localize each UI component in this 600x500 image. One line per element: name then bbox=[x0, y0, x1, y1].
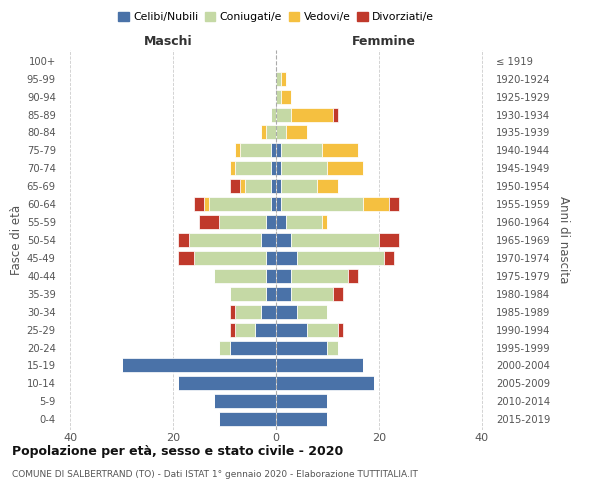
Bar bbox=[276, 287, 292, 301]
Bar bbox=[194, 197, 204, 211]
Bar bbox=[260, 304, 276, 318]
Text: Femmine: Femmine bbox=[352, 35, 416, 48]
Bar bbox=[235, 144, 240, 158]
Bar bbox=[276, 126, 286, 140]
Bar bbox=[322, 144, 358, 158]
Bar bbox=[188, 233, 260, 247]
Bar bbox=[271, 108, 276, 122]
Bar bbox=[276, 179, 281, 193]
Bar bbox=[286, 126, 307, 140]
Bar bbox=[276, 269, 292, 283]
Bar bbox=[235, 162, 271, 175]
Bar bbox=[328, 340, 338, 354]
Bar bbox=[332, 287, 343, 301]
Bar bbox=[322, 215, 328, 229]
Bar bbox=[296, 251, 384, 265]
Bar bbox=[199, 215, 220, 229]
Bar bbox=[266, 251, 276, 265]
Bar bbox=[230, 162, 235, 175]
Bar bbox=[276, 376, 374, 390]
Bar bbox=[209, 197, 271, 211]
Bar bbox=[338, 322, 343, 336]
Bar bbox=[276, 251, 296, 265]
Bar bbox=[178, 251, 194, 265]
Bar bbox=[286, 215, 322, 229]
Bar bbox=[230, 179, 240, 193]
Bar bbox=[276, 162, 281, 175]
Bar bbox=[281, 162, 328, 175]
Bar bbox=[214, 394, 276, 408]
Bar bbox=[194, 251, 266, 265]
Bar bbox=[271, 162, 276, 175]
Bar bbox=[220, 215, 266, 229]
Bar bbox=[364, 197, 389, 211]
Bar bbox=[292, 269, 348, 283]
Bar bbox=[260, 233, 276, 247]
Bar bbox=[281, 72, 286, 86]
Y-axis label: Anni di nascita: Anni di nascita bbox=[557, 196, 570, 284]
Bar bbox=[256, 322, 276, 336]
Bar bbox=[317, 179, 338, 193]
Bar bbox=[281, 197, 364, 211]
Bar bbox=[276, 394, 328, 408]
Bar bbox=[178, 376, 276, 390]
Bar bbox=[178, 233, 188, 247]
Bar bbox=[240, 179, 245, 193]
Bar bbox=[276, 412, 328, 426]
Bar bbox=[230, 287, 266, 301]
Bar bbox=[292, 233, 379, 247]
Bar bbox=[276, 358, 364, 372]
Bar bbox=[379, 233, 400, 247]
Bar bbox=[271, 144, 276, 158]
Bar bbox=[220, 340, 230, 354]
Legend: Celibi/Nubili, Coniugati/e, Vedovi/e, Divorziati/e: Celibi/Nubili, Coniugati/e, Vedovi/e, Di… bbox=[113, 8, 439, 27]
Bar bbox=[332, 108, 338, 122]
Bar bbox=[276, 304, 296, 318]
Bar bbox=[276, 340, 328, 354]
Bar bbox=[122, 358, 276, 372]
Bar bbox=[271, 179, 276, 193]
Bar bbox=[384, 251, 394, 265]
Bar bbox=[204, 197, 209, 211]
Bar bbox=[245, 179, 271, 193]
Bar bbox=[276, 197, 281, 211]
Bar bbox=[281, 144, 322, 158]
Bar bbox=[240, 144, 271, 158]
Bar bbox=[292, 108, 332, 122]
Bar bbox=[266, 287, 276, 301]
Text: COMUNE DI SALBERTRAND (TO) - Dati ISTAT 1° gennaio 2020 - Elaborazione TUTTITALI: COMUNE DI SALBERTRAND (TO) - Dati ISTAT … bbox=[12, 470, 418, 479]
Bar bbox=[230, 304, 235, 318]
Bar bbox=[266, 215, 276, 229]
Bar bbox=[307, 322, 338, 336]
Bar bbox=[235, 322, 256, 336]
Bar bbox=[281, 90, 292, 104]
Bar bbox=[328, 162, 364, 175]
Bar bbox=[276, 233, 292, 247]
Bar bbox=[292, 287, 332, 301]
Bar bbox=[296, 304, 328, 318]
Bar bbox=[214, 269, 266, 283]
Bar bbox=[230, 340, 276, 354]
Y-axis label: Fasce di età: Fasce di età bbox=[10, 205, 23, 275]
Bar bbox=[281, 179, 317, 193]
Bar bbox=[220, 412, 276, 426]
Bar bbox=[276, 322, 307, 336]
Bar bbox=[271, 197, 276, 211]
Bar bbox=[276, 108, 292, 122]
Bar bbox=[230, 322, 235, 336]
Bar bbox=[276, 215, 286, 229]
Bar bbox=[276, 72, 281, 86]
Bar bbox=[348, 269, 358, 283]
Bar bbox=[235, 304, 260, 318]
Bar bbox=[389, 197, 400, 211]
Bar bbox=[266, 126, 276, 140]
Text: Maschi: Maschi bbox=[143, 35, 193, 48]
Bar bbox=[276, 144, 281, 158]
Bar bbox=[260, 126, 266, 140]
Bar bbox=[276, 90, 281, 104]
Text: Popolazione per età, sesso e stato civile - 2020: Popolazione per età, sesso e stato civil… bbox=[12, 445, 343, 458]
Bar bbox=[266, 269, 276, 283]
